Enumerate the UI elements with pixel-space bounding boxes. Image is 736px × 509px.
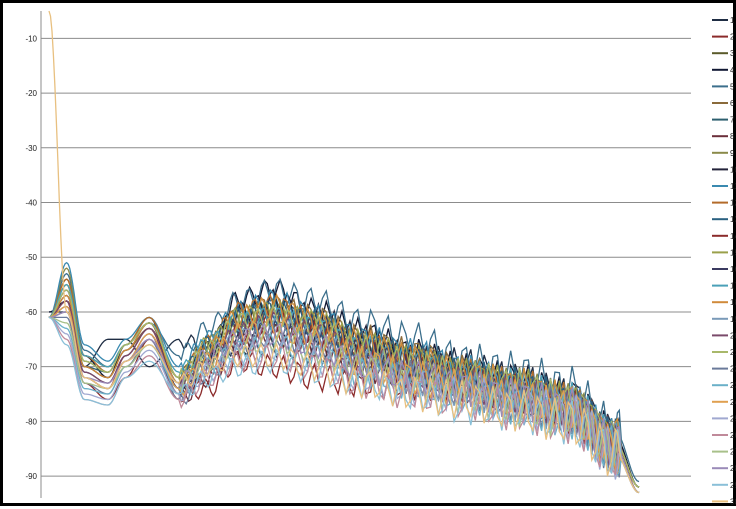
legend-label-4: 4 bbox=[730, 66, 735, 75]
series-line-5 bbox=[48, 272, 640, 483]
y-tick-label: -40 bbox=[25, 199, 37, 208]
series-line-9 bbox=[48, 267, 640, 488]
legend-label-9: 9 bbox=[730, 149, 735, 158]
y-tick-label: -30 bbox=[25, 144, 37, 153]
chart-svg: -10-20-30-40-50-60-70-80-90 123456789101… bbox=[25, 10, 736, 506]
y-tick-label: -90 bbox=[25, 472, 37, 481]
legend-label-8: 8 bbox=[730, 132, 735, 141]
legend-label-27: 27 bbox=[730, 448, 736, 457]
series-line-17 bbox=[48, 283, 640, 488]
y-tick-label: -50 bbox=[25, 253, 37, 262]
legend-label-11: 11 bbox=[730, 182, 736, 191]
legend-label-18: 18 bbox=[730, 298, 736, 307]
legend-label-29: 29 bbox=[730, 481, 736, 490]
legend-label-3: 3 bbox=[730, 49, 735, 58]
legend-label-28: 28 bbox=[730, 464, 736, 473]
legend-label-22: 22 bbox=[730, 365, 736, 374]
legend-label-15: 15 bbox=[730, 248, 736, 257]
legend-label-7: 7 bbox=[730, 116, 735, 125]
legend-label-19: 19 bbox=[730, 315, 736, 324]
series-layer bbox=[48, 10, 640, 494]
y-tick-labels: -10 -20 -30 -40 -50 -60 -70 -80 -90 bbox=[25, 34, 37, 481]
legend-label-25: 25 bbox=[730, 414, 736, 423]
series-line-23 bbox=[48, 316, 640, 494]
legend-label-6: 6 bbox=[730, 99, 735, 108]
series-line-18 bbox=[48, 292, 640, 488]
legend-label-24: 24 bbox=[730, 398, 736, 407]
series-line-11 bbox=[48, 261, 640, 488]
y-tick-label: -20 bbox=[25, 89, 37, 98]
legend-label-10: 10 bbox=[730, 165, 736, 174]
legend-label-1: 1 bbox=[730, 16, 735, 25]
legend-label-20: 20 bbox=[730, 331, 736, 340]
legend-label-12: 12 bbox=[730, 199, 736, 208]
legend-label-2: 2 bbox=[730, 33, 735, 42]
legend-label-5: 5 bbox=[730, 82, 735, 91]
legend-label-17: 17 bbox=[730, 282, 736, 291]
legend: 1234567891011121314151617181920212223242… bbox=[712, 16, 736, 506]
y-tick-label: -10 bbox=[25, 34, 37, 43]
legend-label-16: 16 bbox=[730, 265, 736, 274]
y-tick-label: -60 bbox=[25, 308, 37, 317]
series-line-30 bbox=[48, 10, 640, 494]
legend-label-23: 23 bbox=[730, 381, 736, 390]
legend-label-30: 30 bbox=[730, 497, 736, 506]
legend-label-14: 14 bbox=[730, 232, 736, 241]
y-tick-label: -80 bbox=[25, 417, 37, 426]
y-tick-label: -70 bbox=[25, 363, 37, 372]
legend-label-13: 13 bbox=[730, 215, 736, 224]
series-line-28 bbox=[48, 311, 640, 494]
legend-label-21: 21 bbox=[730, 348, 736, 357]
legend-label-26: 26 bbox=[730, 431, 736, 440]
